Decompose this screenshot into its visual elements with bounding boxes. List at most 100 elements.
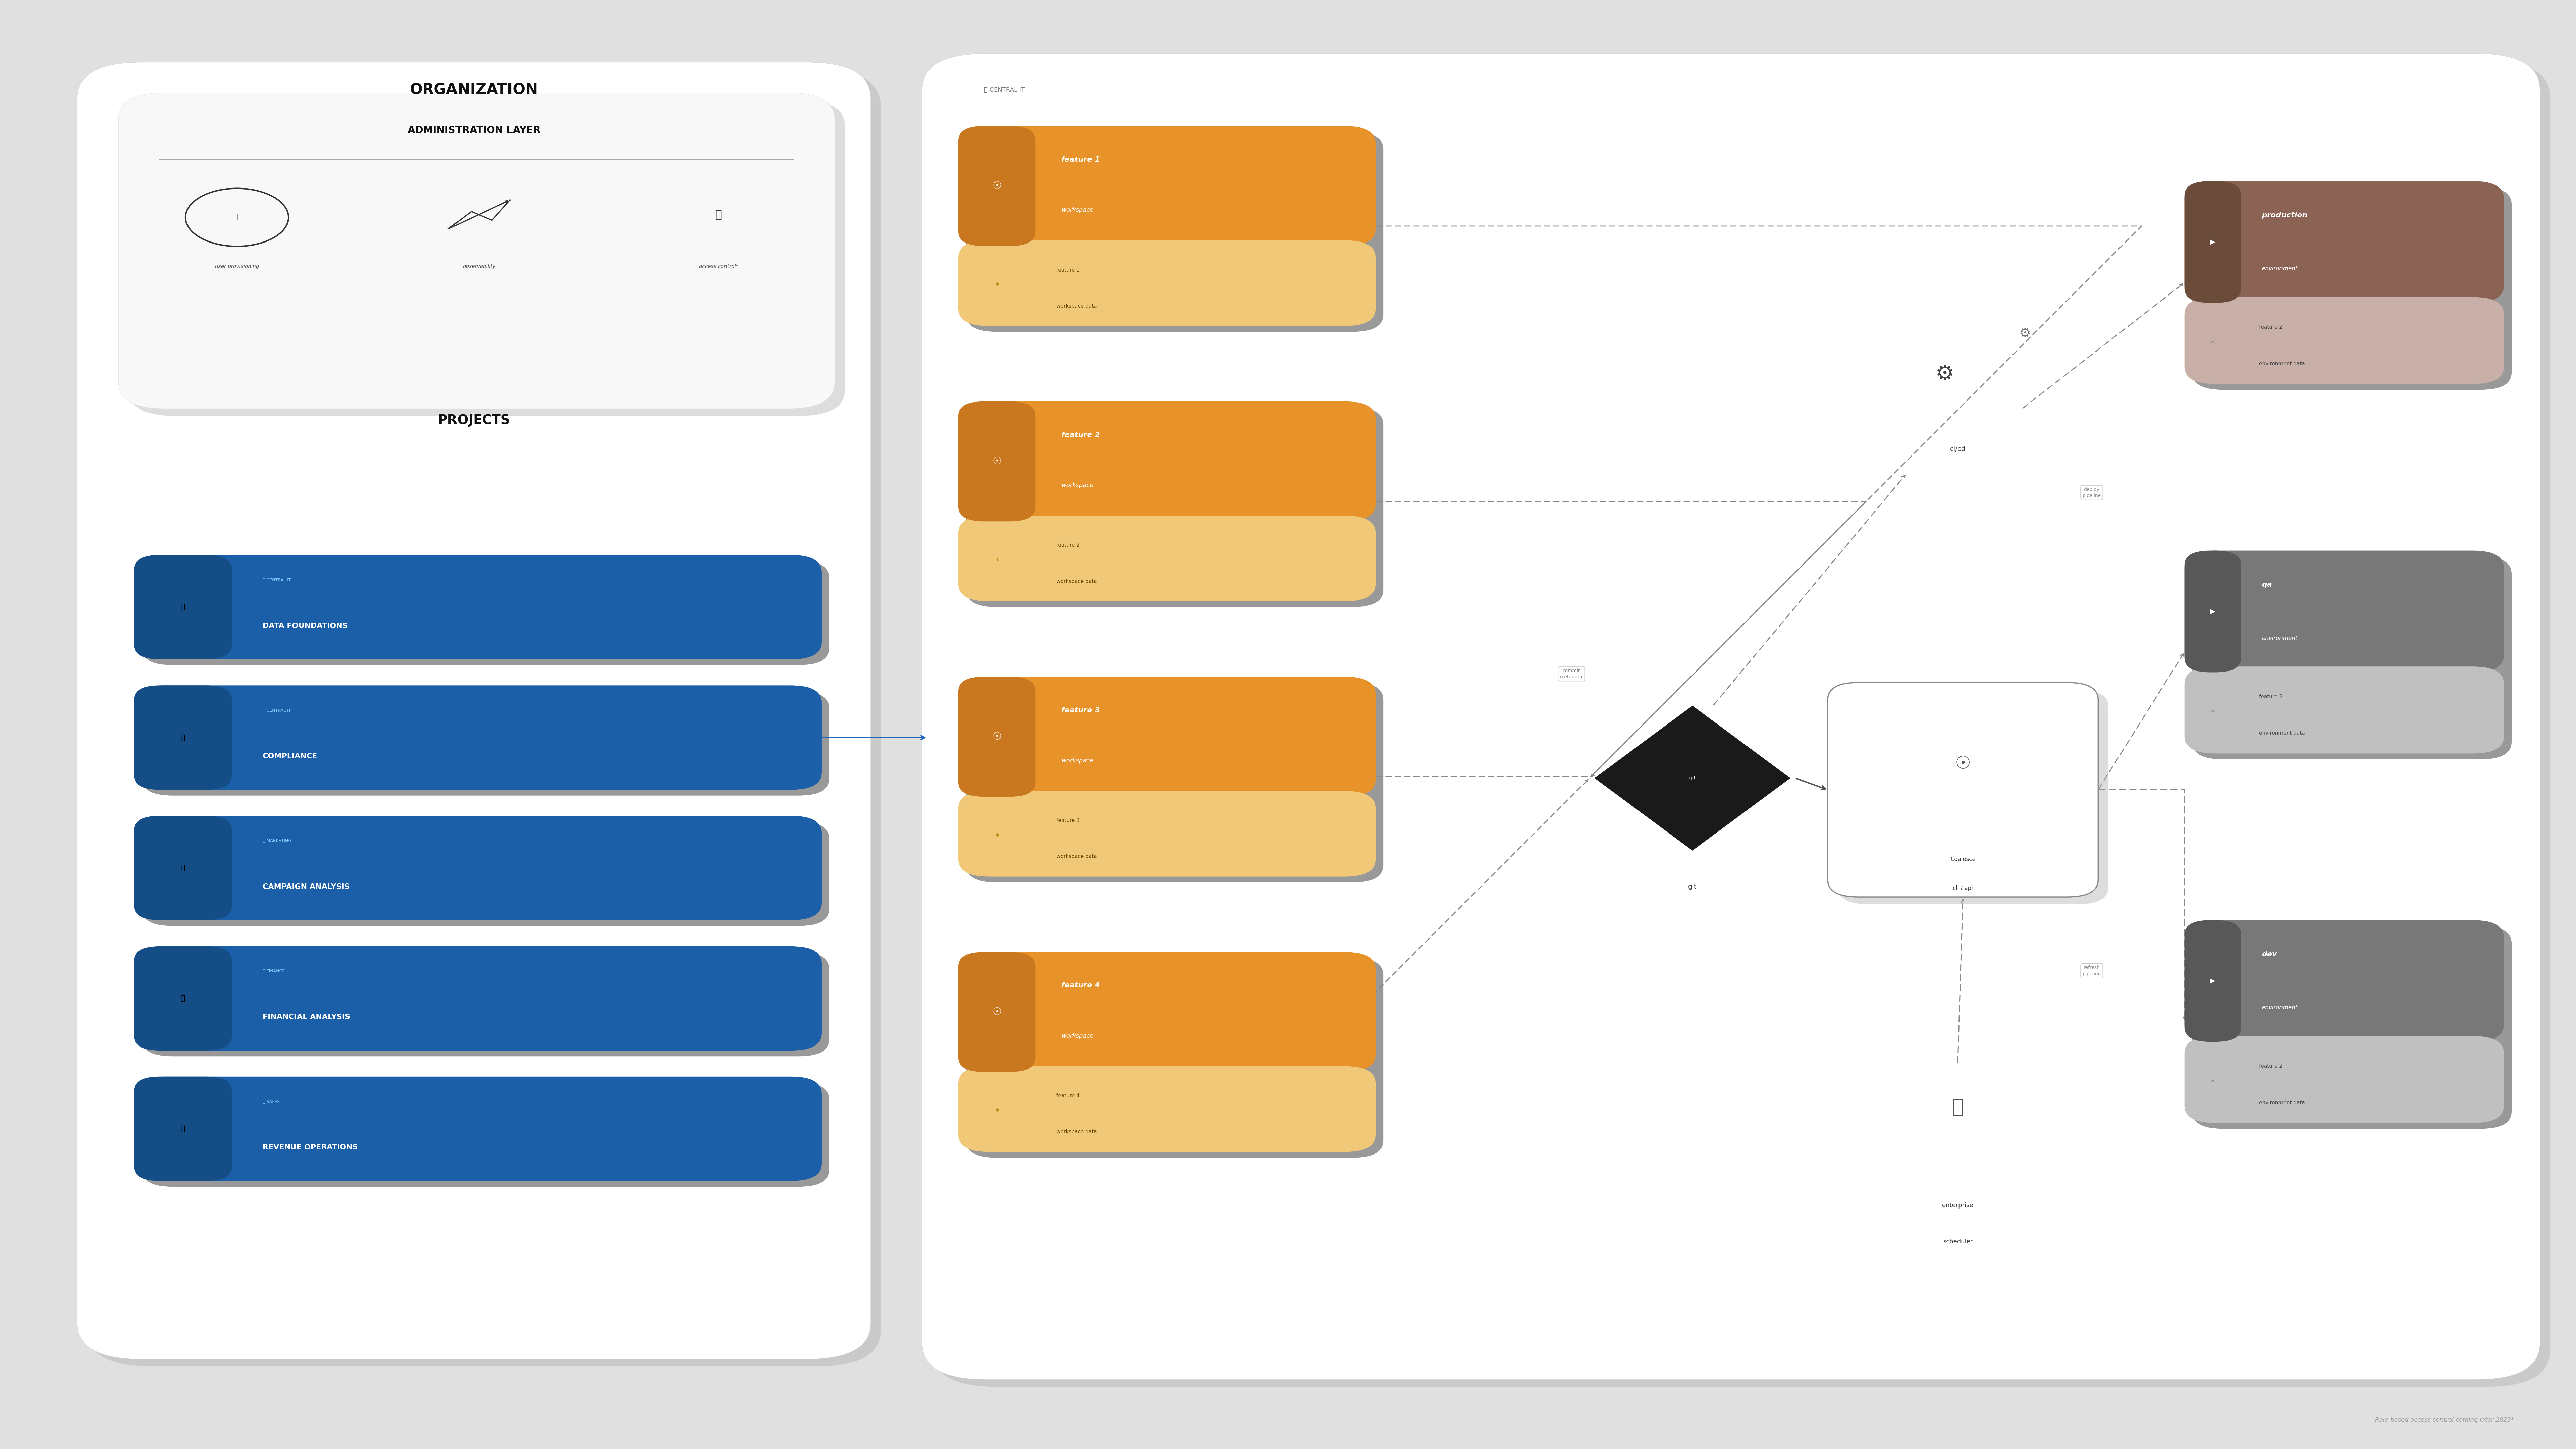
Text: feature 2: feature 2	[2259, 325, 2282, 330]
FancyBboxPatch shape	[2184, 551, 2241, 672]
FancyBboxPatch shape	[134, 555, 232, 659]
FancyBboxPatch shape	[134, 946, 822, 1051]
Text: 📁  COMPLIANCE: 📁 COMPLIANCE	[974, 128, 1087, 139]
FancyBboxPatch shape	[88, 70, 881, 1366]
Text: cli / api: cli / api	[1953, 885, 1973, 891]
Text: ⚙: ⚙	[1935, 364, 1955, 384]
FancyBboxPatch shape	[966, 682, 1383, 882]
FancyBboxPatch shape	[958, 677, 1376, 797]
FancyBboxPatch shape	[966, 132, 1383, 332]
Text: Role based access control coming later 2023*: Role based access control coming later 2…	[2375, 1417, 2514, 1423]
Text: *: *	[994, 283, 999, 290]
FancyBboxPatch shape	[2184, 551, 2504, 672]
FancyBboxPatch shape	[958, 401, 1036, 522]
Text: 📁: 📁	[180, 604, 185, 610]
Text: ORGANIZATION: ORGANIZATION	[410, 83, 538, 97]
FancyBboxPatch shape	[2192, 556, 2512, 759]
FancyBboxPatch shape	[2184, 920, 2504, 1042]
Text: workspace data: workspace data	[1056, 303, 1097, 309]
FancyBboxPatch shape	[142, 691, 829, 796]
Text: ▶: ▶	[2210, 239, 2215, 245]
Text: ▶: ▶	[2210, 609, 2215, 614]
Text: 👥 CENTRAL IT: 👥 CENTRAL IT	[263, 709, 291, 713]
Text: user provisioning: user provisioning	[214, 264, 260, 270]
FancyBboxPatch shape	[142, 561, 829, 665]
FancyBboxPatch shape	[134, 555, 822, 659]
FancyBboxPatch shape	[958, 952, 1376, 1072]
Text: workspace: workspace	[1061, 758, 1095, 764]
FancyBboxPatch shape	[134, 1077, 822, 1181]
FancyBboxPatch shape	[2184, 1036, 2504, 1123]
Text: ☉: ☉	[1955, 755, 1971, 772]
Text: qa: qa	[2262, 581, 2272, 588]
Text: workspace data: workspace data	[1056, 853, 1097, 859]
Text: ☉: ☉	[992, 456, 1002, 467]
FancyBboxPatch shape	[134, 685, 232, 790]
Text: ci/cd: ci/cd	[1950, 446, 1965, 452]
FancyBboxPatch shape	[933, 61, 2550, 1387]
Text: ☉: ☉	[992, 181, 1002, 191]
FancyBboxPatch shape	[142, 822, 829, 926]
FancyBboxPatch shape	[2192, 926, 2512, 1129]
FancyBboxPatch shape	[134, 1077, 232, 1181]
FancyBboxPatch shape	[958, 677, 1036, 797]
Text: ▶: ▶	[2210, 978, 2215, 984]
Text: workspace: workspace	[1061, 207, 1095, 213]
Text: ⚙: ⚙	[2020, 327, 2030, 339]
Text: ☉: ☉	[992, 1007, 1002, 1017]
FancyBboxPatch shape	[2184, 297, 2504, 384]
Text: REVENUE OPERATIONS: REVENUE OPERATIONS	[263, 1145, 358, 1151]
Text: feature 3: feature 3	[1056, 819, 1079, 823]
Text: *: *	[2210, 341, 2215, 346]
Text: workspace: workspace	[1061, 1033, 1095, 1039]
Text: observability: observability	[464, 264, 495, 270]
FancyBboxPatch shape	[2184, 667, 2504, 753]
Text: workspace data: workspace data	[1056, 578, 1097, 584]
Text: *: *	[994, 558, 999, 565]
Text: ☉: ☉	[992, 732, 1002, 742]
Text: DATA FOUNDATIONS: DATA FOUNDATIONS	[263, 623, 348, 629]
Text: commit
metadata: commit metadata	[1561, 668, 1582, 680]
FancyBboxPatch shape	[922, 54, 2540, 1379]
Text: enterprise: enterprise	[1942, 1203, 1973, 1208]
FancyBboxPatch shape	[134, 816, 822, 920]
Text: environment: environment	[2262, 265, 2298, 272]
Text: feature 1: feature 1	[1056, 268, 1079, 272]
Text: refresh
pipeline: refresh pipeline	[2081, 965, 2102, 977]
FancyBboxPatch shape	[2184, 181, 2241, 303]
FancyBboxPatch shape	[134, 685, 822, 790]
Text: *: *	[994, 833, 999, 840]
FancyBboxPatch shape	[2184, 181, 2504, 303]
Text: git: git	[1690, 775, 1695, 781]
Text: ⛨: ⛨	[716, 209, 721, 220]
Text: 👥 CENTRAL IT: 👥 CENTRAL IT	[263, 578, 291, 582]
FancyBboxPatch shape	[1829, 682, 2097, 897]
Text: *: *	[2210, 1080, 2215, 1085]
Text: feature 2: feature 2	[1056, 543, 1079, 548]
Text: 📁: 📁	[180, 735, 185, 740]
Text: 📁: 📁	[180, 995, 185, 1001]
FancyBboxPatch shape	[958, 791, 1376, 877]
FancyBboxPatch shape	[142, 1082, 829, 1187]
Text: 👥 FINANCE: 👥 FINANCE	[263, 969, 286, 974]
FancyBboxPatch shape	[966, 958, 1383, 1158]
FancyBboxPatch shape	[958, 401, 1376, 522]
FancyBboxPatch shape	[134, 816, 232, 920]
Text: COMPLIANCE: COMPLIANCE	[263, 753, 317, 759]
Text: 📁: 📁	[180, 1126, 185, 1132]
Text: 🕐: 🕐	[1953, 1097, 1963, 1117]
Text: access control*: access control*	[698, 264, 739, 270]
FancyBboxPatch shape	[958, 241, 1376, 326]
FancyBboxPatch shape	[129, 100, 845, 416]
Text: feature 4: feature 4	[1056, 1094, 1079, 1098]
Text: production: production	[2262, 212, 2308, 219]
Text: environment data: environment data	[2259, 361, 2306, 367]
FancyBboxPatch shape	[2184, 920, 2241, 1042]
Text: workspace data: workspace data	[1056, 1129, 1097, 1135]
Text: feature 1: feature 1	[1061, 156, 1100, 162]
FancyBboxPatch shape	[958, 516, 1376, 601]
Text: feature 2: feature 2	[1061, 432, 1100, 438]
Text: FINANCIAL ANALYSIS: FINANCIAL ANALYSIS	[263, 1014, 350, 1020]
Polygon shape	[1595, 706, 1790, 851]
FancyBboxPatch shape	[134, 946, 232, 1051]
